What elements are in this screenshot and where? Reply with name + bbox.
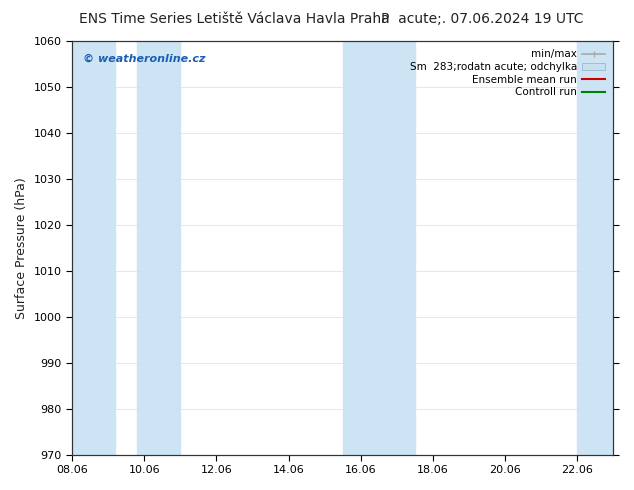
Text: © weatheronline.cz: © weatheronline.cz bbox=[83, 53, 205, 64]
Text: P  acute;. 07.06.2024 19 UTC: P acute;. 07.06.2024 19 UTC bbox=[380, 12, 583, 26]
Bar bbox=[137, 41, 180, 455]
Legend: min/max, Sm  283;rodatn acute; odchylka, Ensemble mean run, Controll run: min/max, Sm 283;rodatn acute; odchylka, … bbox=[406, 46, 608, 100]
Text: ENS Time Series Letiště Václava Havla Praha: ENS Time Series Letiště Václava Havla Pr… bbox=[79, 12, 390, 26]
Bar bbox=[72, 41, 115, 455]
Bar bbox=[343, 41, 415, 455]
Bar bbox=[578, 41, 614, 455]
Y-axis label: Surface Pressure (hPa): Surface Pressure (hPa) bbox=[15, 177, 28, 318]
